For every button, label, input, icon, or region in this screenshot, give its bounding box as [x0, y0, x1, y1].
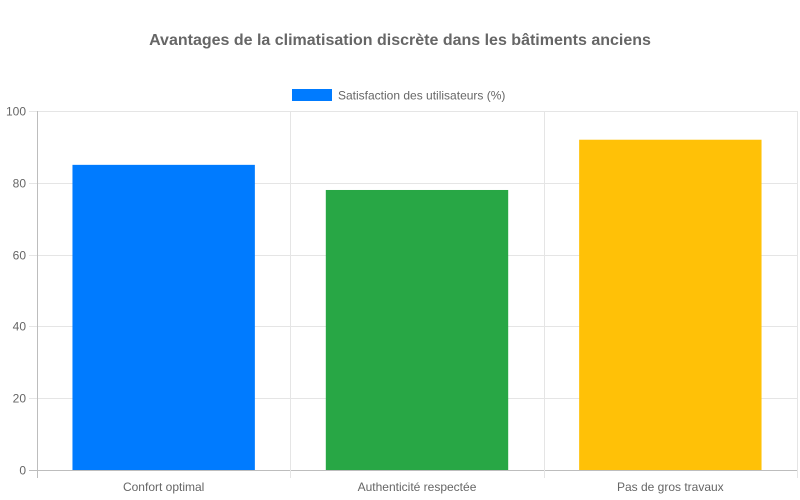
y-tick-label-40: 40: [13, 320, 27, 334]
x-tick-label-0: Confort optimal: [123, 480, 204, 494]
chart-title: Avantages de la climatisation discrète d…: [149, 32, 651, 49]
legend[interactable]: Satisfaction des utilisateurs (%): [292, 89, 505, 103]
x-tick-label-2: Pas de gros travaux: [617, 480, 724, 494]
y-tick-label-80: 80: [13, 177, 27, 191]
y-tick-label-0: 0: [19, 464, 26, 478]
bar-pas-de-gros-travaux[interactable]: [579, 139, 762, 470]
y-tick-label-100: 100: [6, 105, 26, 119]
bar-confort-optimal[interactable]: [72, 164, 255, 470]
bars-layer: [72, 139, 762, 471]
x-tick-label-1: Authenticité respectée: [358, 480, 477, 494]
bar-authenticit-respect-e[interactable]: [325, 189, 509, 471]
y-tick-label-20: 20: [13, 392, 27, 406]
labels-layer: 0 20 40 60 80 100 Confort optimal Authenticité …: [6, 105, 724, 495]
legend-label[interactable]: Satisfaction des utilisateurs (%): [338, 89, 505, 103]
y-tick-label-60: 60: [13, 249, 27, 263]
legend-swatch[interactable]: [292, 89, 332, 101]
